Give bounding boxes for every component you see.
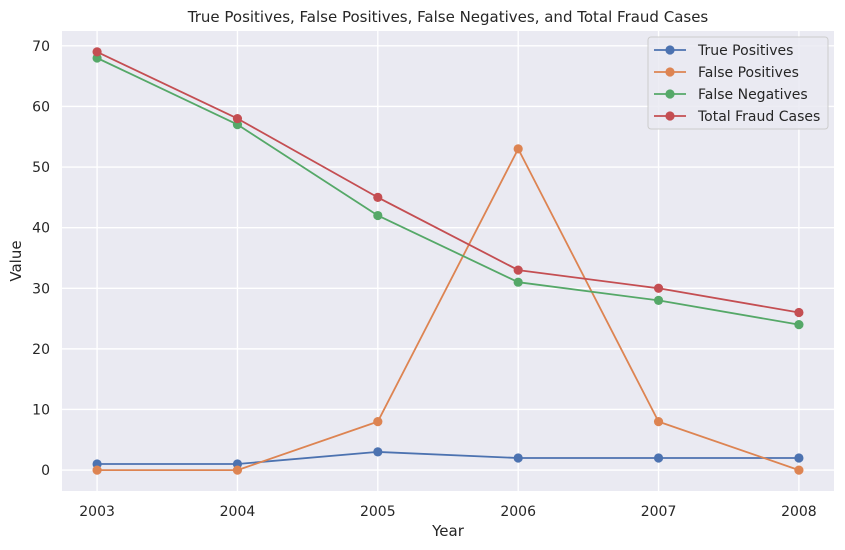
data-point <box>513 453 523 463</box>
x-tick-label: 2006 <box>500 504 536 520</box>
series-true-positives <box>92 447 804 469</box>
legend: True Positives False Positives False Negat… <box>647 36 829 130</box>
data-point <box>513 277 523 287</box>
legend-item: Total Fraud Cases <box>654 109 820 125</box>
series-line <box>97 450 799 465</box>
y-tick-label: 10 <box>32 402 50 418</box>
data-point <box>373 447 383 457</box>
series-layer <box>92 47 804 475</box>
data-point <box>513 144 523 154</box>
legend-item: False Negatives <box>654 87 808 103</box>
data-point <box>232 113 243 124</box>
x-axis-title: Year <box>431 522 465 540</box>
legend-marker <box>665 67 675 77</box>
data-point <box>794 320 804 330</box>
data-point <box>513 265 523 275</box>
series-line <box>96 51 800 314</box>
data-point <box>794 307 804 318</box>
legend-marker <box>665 89 675 99</box>
legend-item: False Positives <box>654 65 799 81</box>
data-point <box>373 192 383 202</box>
data-point <box>653 417 664 427</box>
y-tick-label: 40 <box>32 221 50 237</box>
legend-box <box>647 36 829 130</box>
series-false-positives <box>92 144 804 475</box>
legend-marker <box>665 111 675 121</box>
series-total-fraud-cases <box>92 47 804 318</box>
y-tick-label: 70 <box>32 39 50 55</box>
legend-label: True Positives <box>697 43 793 59</box>
y-tick-label: 60 <box>32 99 50 115</box>
data-point <box>92 47 102 57</box>
data-point <box>653 283 664 293</box>
data-point <box>653 453 664 463</box>
legend-label: Total Fraud Cases <box>697 109 820 125</box>
x-tick-label: 2003 <box>79 504 115 520</box>
legend-marker <box>665 45 675 55</box>
data-point <box>794 453 804 463</box>
y-tick-label: 20 <box>32 342 50 358</box>
chart-title: True Positives, False Positives, False N… <box>187 8 709 26</box>
data-point <box>373 417 383 427</box>
data-point <box>373 210 383 221</box>
legend-label: False Negatives <box>698 87 808 103</box>
series-line <box>97 147 800 472</box>
x-axis-ticks: 2003 2004 2005 2006 2007 2008 <box>79 504 816 520</box>
data-point <box>794 465 804 475</box>
data-point <box>232 465 243 475</box>
data-point <box>92 465 102 475</box>
series-line <box>96 57 800 326</box>
y-tick-label: 0 <box>41 463 50 479</box>
x-tick-label: 2004 <box>220 504 256 520</box>
legend-label: False Positives <box>698 65 799 81</box>
y-axis-title: Value <box>7 240 25 281</box>
y-axis-ticks: 0 10 20 30 40 50 60 70 <box>32 39 50 479</box>
x-tick-label: 2005 <box>360 504 396 520</box>
x-tick-label: 2007 <box>641 504 677 520</box>
data-point <box>653 295 664 305</box>
y-tick-label: 50 <box>32 160 50 176</box>
grid-lines <box>62 31 834 491</box>
x-tick-label: 2008 <box>781 504 817 520</box>
legend-item: True Positives <box>654 43 793 59</box>
y-tick-label: 30 <box>32 281 50 297</box>
